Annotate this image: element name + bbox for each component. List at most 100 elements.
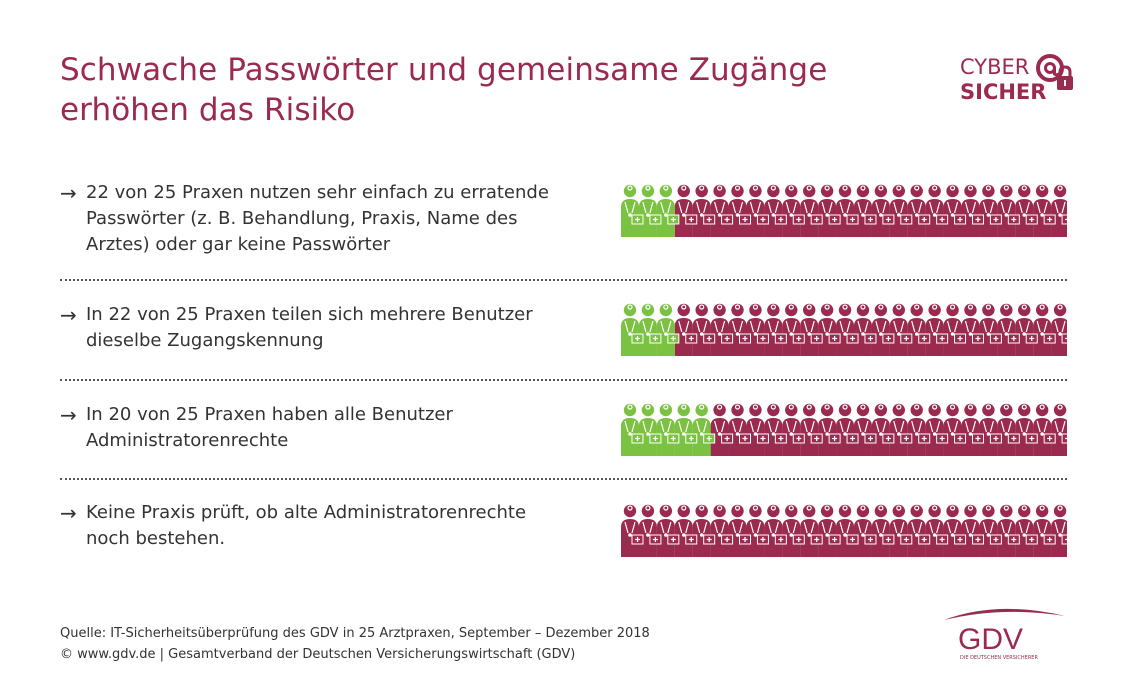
practice-figure-red [871, 403, 895, 456]
practice-figure-red [979, 303, 1002, 356]
arrow-icon: → [60, 501, 77, 525]
practice-figure-red [836, 403, 859, 456]
practice-figure-red [889, 504, 913, 557]
practice-figure-red [1051, 303, 1067, 356]
practice-figure-red [1051, 184, 1067, 237]
arrow-icon: → [60, 181, 77, 205]
practice-figure-red [1015, 403, 1038, 456]
statistic-text: Keine Praxis prüft, ob alte Administrato… [86, 500, 556, 552]
gdv-logo-name: GDV [958, 623, 1023, 656]
practice-figure-green [656, 184, 680, 237]
statistic-text-line: Arztes) oder gar keine Passwörter [86, 234, 391, 255]
practice-figure-red [764, 403, 787, 456]
practice-figure-green [638, 303, 662, 356]
practice-figure-red [728, 504, 752, 557]
practice-figure-red [997, 303, 1020, 356]
practice-figure-red [871, 303, 895, 356]
practice-figure-red [800, 504, 823, 557]
practice-figure-red [674, 184, 698, 237]
practice-figure-red [782, 403, 805, 456]
practice-figure-green [621, 184, 644, 237]
statistic-text-line: In 20 von 25 Praxen haben alle Benutzer [86, 404, 453, 425]
cyber-logo-word-1: CYBER [960, 55, 1029, 79]
practice-figure-red [871, 504, 895, 557]
practice-figure-red [621, 504, 644, 557]
practice-figure-red [674, 504, 698, 557]
practice-figure-red [836, 303, 859, 356]
cyber-logo-word-2: SICHER [960, 80, 1046, 104]
practice-figure-red [656, 504, 680, 557]
practice-icon-row [621, 184, 1067, 237]
practice-figure-red [1051, 504, 1067, 557]
statistic-row-1: → 22 von 25 Praxen nutzen sehr einfach z… [0, 180, 1123, 270]
practice-figure-red [853, 504, 877, 557]
practice-figure-red [836, 504, 859, 557]
gdv-logo-tagline: DIE DEUTSCHEN VERSICHERER [960, 655, 1038, 661]
practice-figure-red [925, 504, 949, 557]
at-lock-icon [1036, 54, 1073, 90]
practice-figure-green [638, 403, 662, 456]
practice-figure-red [889, 303, 913, 356]
practice-icon-row [621, 303, 1067, 356]
copyright-note: © www.gdv.de | Gesamtverband der Deutsch… [60, 647, 576, 662]
dotted-separator [60, 379, 1067, 381]
practice-figure-red [1015, 303, 1038, 356]
statistic-text: 22 von 25 Praxen nutzen sehr einfach zu … [86, 180, 556, 258]
statistic-text-line: noch bestehen. [86, 528, 226, 549]
statistic-text: In 20 von 25 Praxen haben alle Benutzer … [86, 402, 556, 454]
practice-figure-red [1033, 303, 1056, 356]
practice-figure-red [692, 184, 716, 237]
practice-figure-red [818, 403, 841, 456]
practice-figure-red [800, 184, 823, 237]
practice-figure-red [943, 303, 967, 356]
practice-figure-red [889, 184, 913, 237]
practice-figure-green [656, 303, 680, 356]
practice-figure-red [692, 303, 716, 356]
practice-figure-red [728, 184, 752, 237]
practice-figure-red [961, 504, 984, 557]
practice-figure-red [871, 184, 895, 237]
practice-figure-red [925, 403, 949, 456]
practice-figure-red [818, 303, 841, 356]
practice-figure-red [674, 303, 698, 356]
practice-figure-red [746, 184, 769, 237]
practice-figure-red [818, 504, 841, 557]
statistic-text-line: Passwörter (z. B. Behandlung, Praxis, Na… [86, 208, 518, 229]
footer: Quelle: IT-Sicherheitsüberprüfung des GD… [60, 623, 650, 665]
arrow-icon: → [60, 303, 77, 327]
practice-figure-red [782, 504, 805, 557]
dotted-separator [60, 478, 1067, 480]
practice-figure-red [710, 303, 734, 356]
statistic-row-4: → Keine Praxis prüft, ob alte Administra… [0, 500, 1123, 590]
practice-figure-red [925, 303, 949, 356]
practice-figure-red [746, 504, 769, 557]
practice-figure-red [728, 303, 752, 356]
practice-figure-red [1033, 403, 1056, 456]
practice-figure-red [782, 184, 805, 237]
page-title: Schwache Passwörter und gemeinsame Zugän… [60, 50, 827, 130]
practice-figure-green [692, 403, 716, 456]
title-line-2: erhöhen das Risiko [60, 92, 356, 128]
practice-figure-red [853, 184, 877, 237]
practice-figure-green [674, 403, 698, 456]
practice-figure-red [764, 504, 787, 557]
practice-figure-red [961, 403, 984, 456]
practice-figure-red [710, 184, 734, 237]
practice-figure-red [979, 403, 1002, 456]
statistic-text-line: dieselbe Zugangskennung [86, 330, 324, 351]
statistic-text-line: Keine Praxis prüft, ob alte Administrato… [86, 502, 527, 523]
title-line-1: Schwache Passwörter und gemeinsame Zugän… [60, 52, 828, 88]
practice-figure-red [997, 184, 1020, 237]
practice-figure-red [782, 303, 805, 356]
gdv-logo: GDV DIE DEUTSCHEN VERSICHERER [944, 608, 1065, 661]
practice-figure-red [1015, 504, 1038, 557]
practice-figure-red [943, 504, 967, 557]
practice-figure-red [746, 303, 769, 356]
statistic-text-line: 22 von 25 Praxen nutzen sehr einfach zu … [86, 182, 549, 203]
practice-figure-red [764, 184, 787, 237]
practice-icon-row [621, 403, 1067, 456]
practice-figure-red [710, 403, 734, 456]
gdv-swoosh-icon [944, 608, 1065, 620]
statistic-text: In 22 von 25 Praxen teilen sich mehrere … [86, 302, 556, 354]
practice-icon-row [621, 504, 1067, 557]
